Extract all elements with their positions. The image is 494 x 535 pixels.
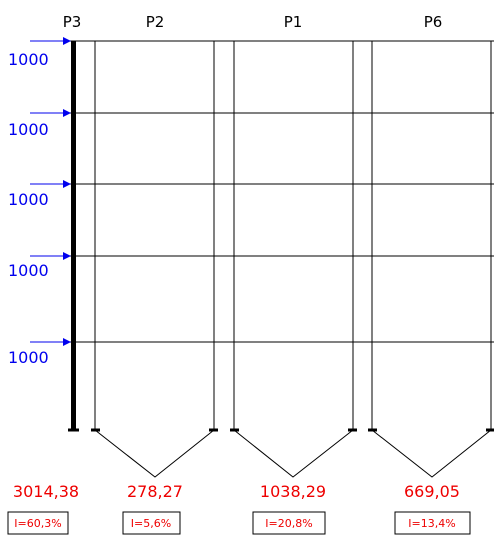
- arrow-head: [63, 37, 71, 45]
- result-value: 278,27: [127, 482, 183, 501]
- ratio-label: I=5,6%: [131, 517, 171, 530]
- result-value: 3014,38: [13, 482, 79, 501]
- ratio-label: I=20,8%: [265, 517, 312, 530]
- connector: [233, 429, 354, 478]
- column-label: P1: [284, 13, 303, 31]
- load-label: 1000: [8, 50, 49, 69]
- load-label: 1000: [8, 120, 49, 139]
- ratio-label: I=60,3%: [14, 517, 61, 530]
- column-labels: P3 P2 P1 P6: [63, 13, 443, 31]
- load-label: 1000: [8, 190, 49, 209]
- ratio-box: [394, 511, 471, 535]
- arrow-head: [63, 180, 71, 188]
- load-label: 1000: [8, 261, 49, 280]
- loads: 1000 1000 1000 1000 1000: [8, 37, 71, 367]
- connector: [371, 429, 492, 478]
- connectors: [94, 429, 492, 478]
- load-label: 1000: [8, 348, 49, 367]
- floors: [65, 40, 494, 343]
- result-value: 1038,29: [260, 482, 326, 501]
- arrow-head: [63, 109, 71, 117]
- column-p3: [71, 41, 76, 430]
- ratio-box: [122, 511, 181, 535]
- column-label: P2: [146, 13, 165, 31]
- arrow-head: [63, 338, 71, 346]
- result-value: 669,05: [404, 482, 460, 501]
- arrow-head: [63, 252, 71, 260]
- ratio-box: [252, 511, 326, 535]
- results: 3014,38 278,27 1038,29 669,05: [13, 482, 460, 501]
- column-label: P6: [424, 13, 443, 31]
- connector: [94, 429, 215, 478]
- column-label: P3: [63, 13, 82, 31]
- ratios: I=60,3% I=5,6% I=20,8% I=13,4%: [7, 511, 471, 535]
- ratio-box: [7, 511, 69, 535]
- columns: [71, 41, 492, 430]
- ratio-label: I=13,4%: [408, 517, 455, 530]
